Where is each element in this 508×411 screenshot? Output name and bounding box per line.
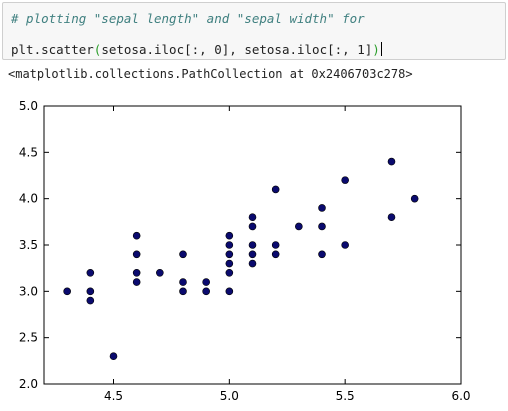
- scatter-point: [341, 176, 349, 184]
- scatter-point: [318, 204, 326, 212]
- code-number-1: 1: [357, 42, 365, 57]
- scatter-point: [179, 287, 187, 296]
- code-close-paren: ): [372, 42, 380, 57]
- scatter-point: [132, 269, 141, 277]
- scatter-point: [341, 241, 349, 249]
- scatter-point: [248, 241, 257, 249]
- scatter-point: [132, 231, 141, 240]
- text-cursor: [380, 42, 382, 56]
- scatter-point: [295, 222, 303, 231]
- scatter-point: [179, 250, 187, 259]
- code-line[interactable]: plt.scatter(setosa.iloc[:, 0], setosa.il…: [11, 42, 382, 58]
- scatter-point: [132, 278, 141, 286]
- scatter-point: [271, 241, 280, 249]
- scatter-point: [225, 241, 234, 249]
- code-open-paren: (: [93, 42, 102, 57]
- code-number-0: 0: [214, 42, 222, 57]
- scatter-point: [179, 278, 187, 286]
- scatter-point: [86, 287, 95, 296]
- scatter-point: [225, 287, 234, 296]
- scatter-point: [86, 269, 95, 277]
- y-tick-label: 3.5: [19, 238, 38, 252]
- scatter-point: [225, 250, 234, 259]
- scatter-point: [109, 352, 118, 361]
- scatter-point: [132, 250, 141, 259]
- code-cell-input[interactable]: # plotting "sepal length" and "sepal wid…: [2, 2, 506, 60]
- scatter-point: [202, 287, 210, 296]
- y-tick-label: 4.0: [19, 192, 38, 206]
- scatter-point: [225, 269, 234, 277]
- scatter-point: [225, 231, 234, 240]
- scatter-point: [248, 222, 257, 231]
- scatter-point: [202, 278, 210, 286]
- scatter-point: [156, 269, 164, 277]
- y-tick-label: 3.0: [19, 284, 38, 298]
- scatter-point: [387, 157, 396, 166]
- code-arg2: ], setosa.iloc[:,: [221, 42, 358, 57]
- scatter-plot: 4.5 5.0 5.5 6.0 2.0 2.5 3.0 3.5 4.0 4.5 5.0: [19, 99, 471, 403]
- y-tick-label: 4.5: [19, 145, 38, 159]
- scatter-point: [318, 222, 326, 231]
- scatter-point: [271, 185, 280, 194]
- code-close-bracket: ]: [364, 42, 373, 57]
- x-tick-label: 5.5: [336, 389, 355, 403]
- x-tick-label: 5.0: [220, 389, 239, 403]
- code-arg1: setosa.iloc[:,: [101, 42, 215, 57]
- scatter-point: [318, 250, 326, 259]
- scatter-point: [86, 296, 95, 305]
- scatter-point: [63, 287, 71, 296]
- y-tick-label: 2.5: [19, 331, 38, 345]
- x-tick-label: 4.5: [104, 389, 123, 403]
- cell-output-text: <matplotlib.collections.PathCollection a…: [8, 67, 413, 81]
- scatter-point: [225, 259, 234, 268]
- x-tick-label: 6.0: [451, 389, 470, 403]
- y-tick-label: 5.0: [19, 99, 38, 113]
- scatter-point: [271, 250, 280, 259]
- scatter-point: [248, 259, 257, 268]
- scatter-point: [387, 213, 396, 221]
- scatter-point: [248, 213, 257, 221]
- scatter-point: [410, 194, 419, 203]
- code-comment: # plotting "sepal length" and "sepal wid…: [11, 11, 365, 26]
- y-tick-label: 2.0: [19, 377, 38, 391]
- scatter-point: [248, 250, 257, 259]
- code-function: plt.scatter: [11, 42, 94, 57]
